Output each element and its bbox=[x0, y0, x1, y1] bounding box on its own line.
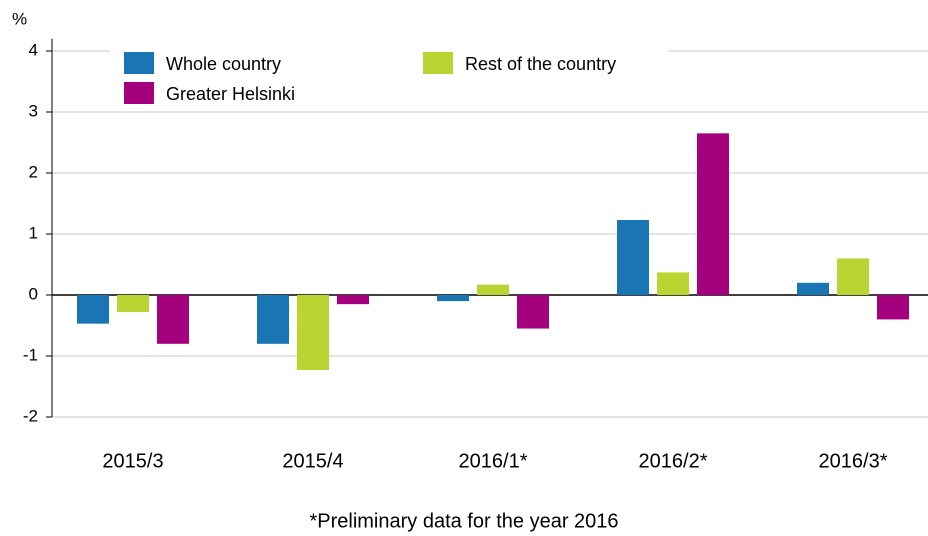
x-tick-label: 2015/4 bbox=[282, 450, 343, 472]
bar bbox=[477, 284, 509, 295]
legend-label: Whole country bbox=[166, 54, 281, 74]
y-tick-label: -2 bbox=[23, 406, 38, 425]
y-tick-label: 2 bbox=[29, 162, 38, 181]
legend-swatch bbox=[124, 52, 154, 74]
bar bbox=[437, 295, 469, 302]
legend-label: Greater Helsinki bbox=[166, 84, 295, 104]
x-tick-label: 2016/3* bbox=[819, 450, 888, 472]
y-tick-label: 3 bbox=[29, 101, 38, 120]
bar bbox=[337, 295, 369, 305]
legend-label: Rest of the country bbox=[465, 54, 616, 74]
legend-swatch bbox=[423, 52, 453, 74]
x-tick-label: 2015/3 bbox=[102, 450, 163, 472]
bar bbox=[117, 295, 149, 313]
x-tick-label: 2016/2* bbox=[639, 450, 708, 472]
y-tick-label: 4 bbox=[29, 40, 38, 59]
bar bbox=[517, 295, 549, 329]
legend-background bbox=[110, 40, 668, 108]
bar bbox=[657, 272, 689, 295]
bar bbox=[617, 219, 649, 295]
bar bbox=[297, 295, 329, 371]
legend-swatch bbox=[124, 82, 154, 104]
y-tick-label: 1 bbox=[29, 223, 38, 242]
footnote: *Preliminary data for the year 2016 bbox=[309, 510, 618, 532]
y-tick-label: -1 bbox=[23, 345, 38, 364]
bar bbox=[257, 295, 289, 344]
y-tick-label: 0 bbox=[29, 284, 38, 303]
bar bbox=[877, 295, 909, 320]
bar bbox=[697, 133, 729, 295]
bar bbox=[797, 282, 829, 295]
y-axis-label: % bbox=[12, 9, 27, 28]
x-tick-label: 2016/1* bbox=[459, 450, 528, 472]
bar bbox=[157, 295, 189, 344]
bar bbox=[837, 258, 869, 295]
bar bbox=[77, 295, 109, 324]
